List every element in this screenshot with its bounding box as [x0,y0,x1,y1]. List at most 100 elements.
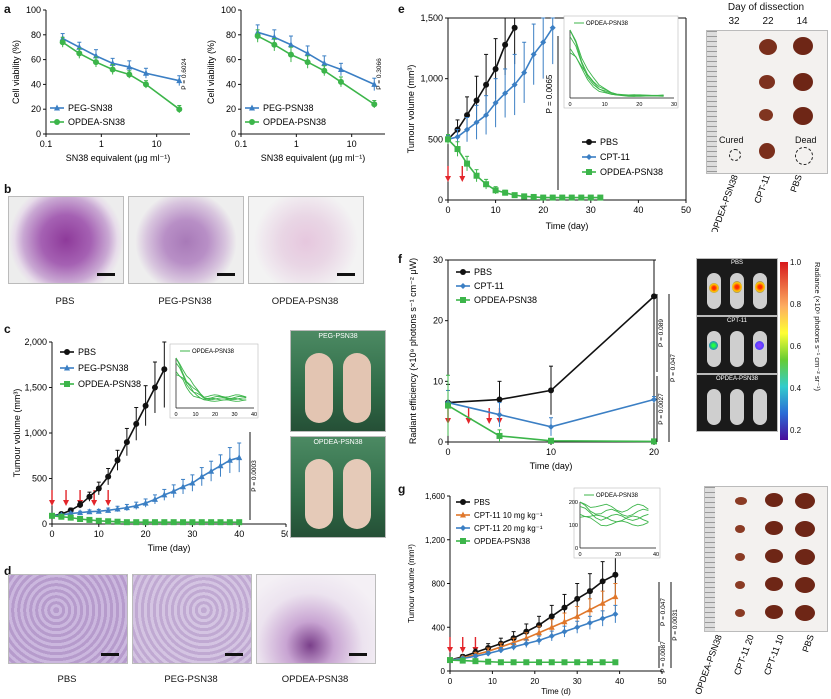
c-legend-label-1: PEG-PSN38 [78,363,129,373]
ivis-image-cpt11: CPT-11 [696,316,778,374]
c-point-2 [180,519,187,526]
f-legend-marker-1 [460,283,466,289]
panel-label-c: c [4,322,11,336]
g-point-0 [548,613,555,620]
photo-e-label-opdea: OPDEA-PSN38 [709,173,740,232]
colorbar-tick-1: 0.8 [790,300,802,309]
f-legend-label-2: OPDEA-PSN38 [474,295,537,305]
histology-peg-psn38 [128,196,244,284]
c-point-1 [86,508,93,515]
e-point-1 [511,81,518,88]
f-ytick-label: 30 [433,255,443,265]
g-xtick-label: 10 [488,677,497,686]
c-xtick-label: 30 [187,529,197,539]
colorbar-tick-3: 0.4 [790,384,802,393]
c-inset-curve-4 [175,371,247,401]
g-dose-arrowhead [447,647,453,653]
a2-point-0 [321,59,328,66]
panel-label-g: g [398,482,406,496]
e-legend-label-0: PBS [600,137,618,147]
ivis-image-opdea: OPDEA-PSN38 [696,374,778,432]
a1-xlabel: SN38 equivalent (μg ml⁻¹) [66,153,170,163]
c-point-1 [161,491,168,498]
c-ytick-label: 2,000 [24,337,47,347]
colorbar-tick-0: 1.0 [790,258,802,267]
mouse-photo-peg-label: PEG-PSN38 [318,333,358,340]
photo-g-label-cpt10: CPT-11 10 [762,633,786,676]
e-point-0 [511,24,518,31]
a1-point-1 [126,71,133,78]
f-ytick-label: 0 [438,437,443,447]
f-pvalue-1: P = 0.047 [670,354,677,382]
a1-ytick-label: 40 [31,79,41,89]
a2-point-1 [271,41,278,48]
a1-point-1 [76,50,83,57]
f-xtick-label: 0 [445,447,450,457]
g-point-3 [586,659,593,666]
c-point-1 [105,506,112,513]
histology-opdea-psn38 [248,196,364,284]
c-point-2 [133,519,140,526]
mouse-photo-peg-psn38: PEG-PSN38 [290,330,386,432]
c-point-2 [226,519,233,526]
g-point-2 [612,611,619,618]
c-xtick-label: 20 [141,529,151,539]
a1-ytick-label: 100 [26,5,41,15]
dead-label: Dead [795,135,817,145]
e-point-2 [483,181,490,188]
g-point-3 [472,658,479,665]
a2-point-0 [304,49,311,56]
g-point-0 [586,588,593,595]
a1-xtick-label: 0.1 [40,139,53,149]
e-point-2 [530,193,537,200]
a1-point-1 [59,39,66,46]
g-inset-curve-2 [579,501,649,517]
c-dose-arrowhead [49,500,55,506]
g-point-1 [586,606,593,613]
e-dose-arrowhead [459,176,466,182]
c-point-1 [208,467,215,474]
mouse-photo-opdea-psn38: OPDEA-PSN38 [290,436,386,538]
g-point-3 [447,657,453,664]
e-inset-curve-4 [569,47,664,97]
a2-point-1 [321,67,328,74]
a1-series-line-0 [62,37,180,82]
chart-e: 0 500 1,000 1,500 0 10 20 30 40 50 Time (day) Tumou… [406,13,691,231]
ivis-label-pbs: PBS [730,260,743,266]
caption-b-pbs: PBS [55,296,75,307]
a1-pvalue: P = 0.6024 [181,58,188,90]
g-point-3 [612,659,619,666]
g-xtick-label: 0 [448,677,453,686]
caption-d-pbs: PBS [57,674,77,685]
e-ytick-label: 1,500 [420,13,443,23]
g-ytick-label: 800 [432,580,446,589]
caption-b-peg: PEG-PSN38 [158,296,212,307]
g-xtick-label: 30 [573,677,582,686]
e-ytick-label: 1,000 [420,74,443,84]
c-inset-title: OPDEA-PSN38 [192,349,235,355]
g-legend-marker-2 [460,525,466,531]
c-inset-xtick-label: 0 [174,412,177,418]
a2-ytick-label: 100 [221,5,236,15]
g-ylabel: Tumour volume (mm³) [407,544,416,623]
c-dose-arrowhead [105,500,112,506]
g-point-2 [485,650,492,657]
f-ytick-label: 20 [433,316,443,326]
a2-xtick-label: 1 [294,139,299,149]
a2-xlabel: SN38 equivalent (μg ml⁻¹) [261,153,365,163]
c-point-2 [189,519,196,526]
a1-ytick-label: 60 [31,55,41,65]
caption-d-opdea: OPDEA-PSN38 [281,674,349,685]
g-point-0 [574,595,581,602]
a1-ytick-label: 80 [31,30,41,40]
g-inset-curve-3 [579,501,649,513]
histology-d-pbs [8,574,128,664]
tumour-photo-g [704,486,828,632]
e-point-2 [587,194,594,201]
c-point-2 [77,515,84,522]
a2-point-1 [254,33,261,40]
a2-point-1 [371,101,378,108]
c-point-2 [208,519,215,526]
e-point-0 [464,112,471,119]
